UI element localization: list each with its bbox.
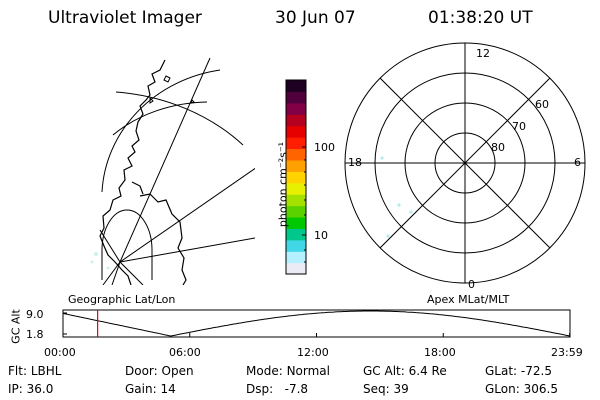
info-mode: Mode: Normal [246,364,330,378]
map-outer-arc [115,91,244,146]
colorbar-tick-100: 100 [314,141,335,154]
geographic-panel-label: Geographic Lat/Lon [68,293,176,306]
time-label: 01:38:20 UT [428,8,533,28]
map-meridian-2 [119,167,255,263]
colorbar-swatch [286,251,306,264]
mlat-label-80: 80 [491,141,505,154]
map-meridian-6 [119,261,144,285]
colorbar-swatch [286,80,306,93]
colorbar-swatch [286,182,306,195]
geographic-map [90,57,255,285]
map-lat-arc-2 [101,69,221,193]
island-1 [163,75,171,83]
apex-panel-label: Apex MLat/MLT [427,293,510,306]
colorbar-swatch [286,194,306,207]
mlat-label-60: 60 [535,98,549,111]
time-tick-1200: 12:00 [297,346,329,359]
map-lat-arc-1 [112,101,208,136]
mlt-label-6: 6 [574,156,581,169]
colorbar-swatch [286,102,306,115]
instrument-title: Ultraviolet Imager [48,8,202,28]
mlt-label-18: 18 [348,156,362,169]
polar-aurora-speck [409,210,413,214]
time-tick-1800: 18:00 [424,346,456,359]
colorbar-swatch [286,262,306,275]
map-meridian-4 [99,229,121,263]
time-tick-2359: 23:59 [551,346,583,359]
colorbar-swatch [286,148,306,161]
colorbar-tick-10: 10 [314,229,328,242]
colorbar-swatch [286,228,306,241]
colorbar-unit-label: photon cm⁻²s⁻¹ [276,141,290,228]
colorbar-swatch [286,171,306,184]
mlt-label-12: 12 [476,47,490,60]
info-gain: Gain: 14 [125,382,176,396]
polar-aurora-speck [386,234,390,238]
date-label: 30 Jun 07 [275,8,356,28]
info-ip: IP: 36.0 [8,382,54,396]
coastline-2 [139,193,187,285]
altitude-tick-9: 9.0 [26,308,44,321]
colorbar-swatch [286,91,306,104]
colorbar-swatch [286,205,306,218]
colorbar-frame [285,79,307,275]
mlt-label-0: 0 [468,278,475,291]
polar-plot [344,42,586,284]
polar-aurora-speck [397,203,401,207]
time-tick-0600: 06:00 [169,346,201,359]
info-dsp: Dsp: -7.8 [246,382,309,396]
colorbar-swatch [286,159,306,172]
coastline-3 [131,181,144,195]
info-glon: GLon: 306.5 [485,382,558,396]
polar-aurora-speck [380,156,384,160]
info-seq: Seq: 39 [363,382,409,396]
colorbar [285,79,307,275]
altitude-tick-1_8: 1.8 [26,328,44,341]
map-meridian-5 [102,261,121,285]
map-meridian-3 [119,237,255,263]
colorbar-swatch [286,216,306,229]
colorbar-swatch [286,114,306,127]
colorbar-swatch [286,125,306,138]
info-flt: Flt: LBHL [8,364,62,378]
colorbar-swatch [286,239,306,252]
info-glat: GLat: -72.5 [485,364,552,378]
island-2 [149,96,154,104]
mlat-label-70: 70 [512,120,526,133]
aurora-specks [90,252,110,270]
island-3 [190,99,195,104]
colorbar-swatch [286,137,306,150]
coastline [99,59,166,285]
map-meridian-1 [119,57,211,263]
altitude-axis-label: GC Alt [9,309,23,344]
altitude-plot [62,309,571,338]
info-gc-alt: GC Alt: 6.4 Re [363,364,447,378]
time-tick-0000: 00:00 [44,346,76,359]
altitude-curve [62,310,571,337]
polar-diagonal-2 [379,77,551,249]
altitude-frame [62,309,571,338]
info-door: Door: Open [125,364,194,378]
